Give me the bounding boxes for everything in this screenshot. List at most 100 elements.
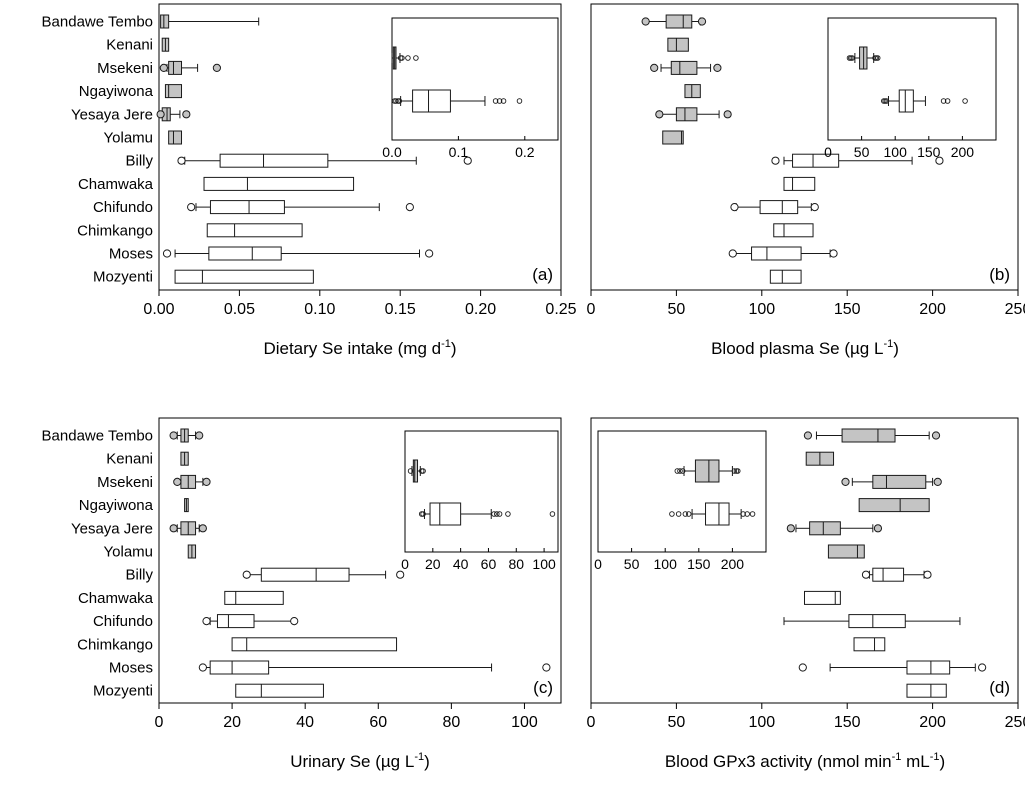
x-tick-label: 20 xyxy=(223,714,241,731)
x-axis-label-text: ) xyxy=(939,752,945,771)
box-msekeni xyxy=(650,60,722,75)
box-yolamu xyxy=(187,544,197,559)
x-tick-label: 0.20 xyxy=(465,301,496,318)
outlier-point xyxy=(492,98,499,104)
box-iqr xyxy=(872,474,927,489)
box-yesaya-jere xyxy=(655,107,732,122)
outlier-point xyxy=(202,617,211,626)
box-iqr xyxy=(898,89,914,113)
outlier-point xyxy=(516,98,523,104)
inset-x-tick-label: 100 xyxy=(654,556,678,572)
outlier-point xyxy=(198,524,207,533)
x-tick-label: 0.00 xyxy=(143,301,174,318)
outlier-point xyxy=(195,431,204,440)
inset-plot: 0 20 40 60 80 100 xyxy=(401,430,559,572)
x-tick-label: 200 xyxy=(919,301,946,318)
panel-label: (c) xyxy=(533,678,553,697)
outlier-point xyxy=(682,511,689,517)
outlier-point xyxy=(749,511,756,517)
box-iqr xyxy=(769,269,802,284)
x-axis-label-text: ) xyxy=(451,339,457,358)
box-yesaya-jere xyxy=(169,521,207,536)
x-tick-label: 0.10 xyxy=(304,301,335,318)
plot-frame xyxy=(158,417,562,704)
box-ngayiwona xyxy=(858,498,930,513)
box-yolamu xyxy=(827,544,865,559)
outlier-point xyxy=(713,63,722,73)
box-kenani xyxy=(667,37,689,52)
inset-plot: 0.0 0.1 0.2 xyxy=(382,17,559,160)
box-iqr xyxy=(694,459,720,483)
outlier-point xyxy=(212,63,221,73)
inset-x-tick-label: 150 xyxy=(687,556,711,572)
inset-x-tick-label: 50 xyxy=(624,556,640,572)
box-iqr xyxy=(216,614,255,629)
outlier-point xyxy=(549,511,556,517)
x-tick-label: 80 xyxy=(442,714,460,731)
outlier-point xyxy=(425,249,434,258)
box-iqr xyxy=(160,14,170,29)
panel-label: (b) xyxy=(989,265,1010,284)
outlier-point xyxy=(420,511,426,517)
x-axis-label: Blood GPx3 activity (nmol min-1 mL-1) xyxy=(665,751,945,771)
outlier-point xyxy=(198,663,207,672)
outlier-point xyxy=(177,156,186,165)
inset-x-tick-label: 50 xyxy=(854,144,870,160)
box-iqr xyxy=(853,637,886,652)
box-ngayiwona xyxy=(184,498,189,513)
x-tick-label: 0.05 xyxy=(224,301,255,318)
plot-frame xyxy=(158,3,562,291)
y-tick-label: Yesaya Jere xyxy=(71,520,153,537)
box-iqr xyxy=(792,153,840,168)
box-yesaya-jere xyxy=(786,521,883,536)
box-iqr xyxy=(858,498,930,513)
box-mozyenti xyxy=(906,683,947,698)
box-iqr xyxy=(235,683,324,698)
box-iqr xyxy=(219,153,329,168)
box-mozyenti xyxy=(174,269,314,284)
y-tick-label: Bandawe Tembo xyxy=(42,428,153,445)
x-axis-label-superscript: -1 xyxy=(414,751,424,763)
outlier-point xyxy=(933,477,942,486)
outlier-point xyxy=(675,511,682,517)
outlier-point xyxy=(491,511,497,517)
x-tick-label: 40 xyxy=(296,714,314,731)
box-iqr xyxy=(827,544,865,559)
x-axis-label-superscript: -1 xyxy=(883,338,893,350)
inset-x-tick-label: 60 xyxy=(481,556,497,572)
inset-frame xyxy=(827,17,997,141)
y-tick-label: Chifundo xyxy=(93,199,153,216)
inset-box-rural xyxy=(674,459,741,483)
box-moses xyxy=(162,246,434,261)
box-iqr xyxy=(670,60,698,75)
outlier-point xyxy=(723,110,732,119)
box-chamwaka xyxy=(203,176,355,191)
outlier-point xyxy=(169,524,178,533)
box-chimkango xyxy=(773,223,814,238)
outlier-point xyxy=(798,663,807,672)
panel-a: 0.00 0.05 0.10 0.15 0.20 0.25 Bandawe Tembo Ken… xyxy=(42,3,577,358)
x-axis-label-text: Blood plasma Se (µg L xyxy=(711,339,883,358)
y-tick-label: Mozyenti xyxy=(93,683,153,700)
inset-x-tick-label: 0.2 xyxy=(515,144,535,160)
box-iqr xyxy=(783,176,816,191)
y-tick-label: Chimkango xyxy=(77,222,153,239)
outlier-point xyxy=(829,249,838,258)
outlier-point xyxy=(841,477,850,486)
y-tick-label: Moses xyxy=(109,660,153,677)
box-iqr xyxy=(773,223,814,238)
y-tick-label: Yolamu xyxy=(104,130,153,147)
box-chamwaka xyxy=(804,590,841,605)
inset-x-tick-label: 20 xyxy=(425,556,441,572)
panel-label: (d) xyxy=(989,678,1010,697)
inset-x-tick-label: 150 xyxy=(917,144,941,160)
box-yolamu xyxy=(168,130,183,145)
outlier-point xyxy=(685,511,692,517)
outlier-point xyxy=(728,249,737,258)
outlier-point xyxy=(771,156,780,165)
outlier-point xyxy=(655,110,664,119)
box-billy xyxy=(242,567,405,582)
y-tick-label: Kenani xyxy=(106,451,153,468)
box-iqr xyxy=(168,130,183,145)
y-tick-label: Chimkango xyxy=(77,636,153,653)
